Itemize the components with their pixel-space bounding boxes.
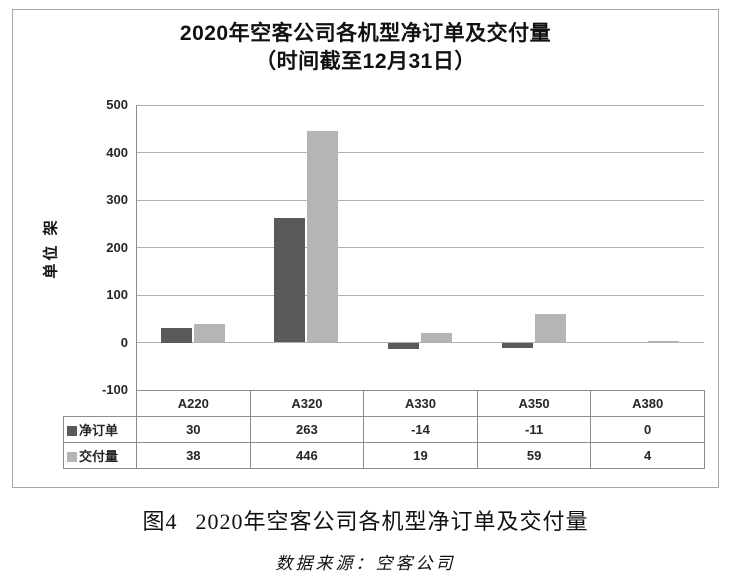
bar-交付量-A220 bbox=[193, 324, 225, 343]
value-cell: 4 bbox=[590, 442, 705, 469]
gridline bbox=[136, 342, 704, 343]
y-tick-label: 200 bbox=[106, 239, 128, 255]
chart-figure-box: 2020年空客公司各机型净订单及交付量 （时间截至12月31日） 单位 架 50… bbox=[12, 9, 719, 488]
plot-area: 500 400 300 200 100 0 -100 bbox=[102, 97, 704, 397]
legend-series-name: 净订单 bbox=[79, 423, 119, 438]
value-cell: -11 bbox=[476, 416, 592, 443]
gridline bbox=[136, 104, 704, 106]
chart-title-line1: 2020年空客公司各机型净订单及交付量 bbox=[179, 22, 552, 45]
y-tick-label: 100 bbox=[106, 287, 128, 302]
bar-交付量-A380 bbox=[648, 340, 680, 343]
bar-交付量-A330 bbox=[421, 333, 452, 343]
table-corner-blank-cell bbox=[64, 391, 137, 417]
bar-净订单-A220 bbox=[160, 328, 192, 343]
y-axis-line bbox=[136, 105, 137, 390]
legend-cell: 交付量 bbox=[63, 442, 137, 469]
y-tick-label: 0 bbox=[120, 334, 128, 350]
figure-caption: 图4 2020年空客公司各机型净订单及交付量 bbox=[0, 504, 731, 536]
value-cell: 446 bbox=[249, 442, 365, 469]
gridline bbox=[136, 247, 704, 248]
gridline bbox=[136, 294, 704, 296]
y-tick-label: -100 bbox=[101, 382, 128, 397]
chart-title: 2020年空客公司各机型净订单及交付量 （时间截至12月31日） bbox=[13, 20, 718, 76]
gridline bbox=[136, 199, 704, 201]
y-tick-label: 300 bbox=[106, 192, 128, 207]
value-cell: 30 bbox=[136, 416, 251, 443]
value-cell: 38 bbox=[136, 442, 251, 469]
y-tick-label: 400 bbox=[106, 144, 128, 160]
data-table: A220 A320 A330 A350 A380 净订单 30 263 -14 -11 0 交付量 38… bbox=[63, 390, 705, 469]
figure-caption-text: 2020年空客公司各机型净订单及交付量 bbox=[195, 509, 589, 534]
bar-净订单-A320 bbox=[274, 217, 306, 343]
category-header-cell: A330 bbox=[363, 390, 478, 417]
bar-交付量-A350 bbox=[534, 314, 566, 343]
chart-title-line2: （时间截至12月31日） bbox=[255, 50, 476, 73]
legend-swatch-icon bbox=[67, 426, 77, 436]
legend-swatch-icon bbox=[67, 452, 77, 462]
category-header-cell: A320 bbox=[249, 390, 365, 417]
legend-cell: 净订单 bbox=[63, 416, 137, 443]
value-cell: 59 bbox=[476, 442, 592, 469]
value-cell: -14 bbox=[363, 416, 478, 443]
bar-交付量-A320 bbox=[307, 130, 339, 343]
value-cell: 0 bbox=[590, 416, 705, 443]
y-axis-title: 单位 架 bbox=[42, 217, 60, 279]
value-cell: 263 bbox=[249, 416, 365, 443]
figure-caption-label: 图4 bbox=[142, 509, 178, 534]
bar-净订单-A330 bbox=[388, 342, 419, 350]
y-tick-label: 500 bbox=[106, 97, 128, 112]
category-header-cell: A220 bbox=[136, 390, 251, 417]
legend-series-name: 交付量 bbox=[79, 449, 119, 464]
category-header-cell: A380 bbox=[590, 390, 705, 417]
data-source-line: 数据来源：空客公司 bbox=[275, 554, 456, 573]
category-header-cell: A350 bbox=[476, 390, 592, 417]
bar-净订单-A350 bbox=[501, 342, 533, 348]
gridline bbox=[136, 152, 704, 153]
value-cell: 19 bbox=[363, 442, 478, 469]
